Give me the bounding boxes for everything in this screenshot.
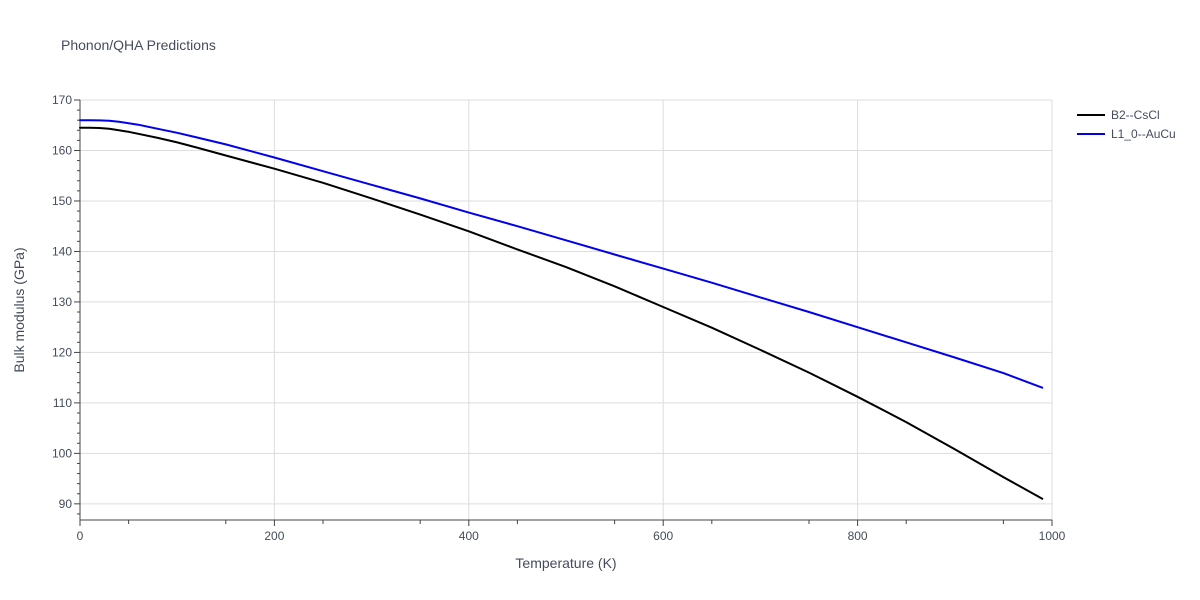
series-line-0[interactable]	[79, 126, 1044, 500]
x-tick-label: 600	[653, 529, 673, 543]
plot-area	[79, 119, 1044, 500]
legend-label: L1_0--AuCu	[1111, 127, 1176, 141]
x-tick-label: 200	[264, 529, 284, 543]
y-tick-label: 90	[59, 497, 73, 511]
x-tick-label: 400	[459, 529, 479, 543]
chart-title: Phonon/QHA Predictions	[61, 37, 216, 53]
y-axis-title: Bulk modulus (GPa)	[11, 247, 27, 372]
grid	[80, 99, 1053, 520]
y-tick-label: 110	[53, 396, 72, 410]
x-tick-label: 0	[77, 529, 84, 543]
series-line-1[interactable]	[79, 119, 1044, 389]
x-tick-label: 1000	[1039, 529, 1066, 543]
axes: 0 200 400 600 800 1000 90 100 110 120 130 140 150 160…	[52, 93, 1066, 543]
legend[interactable]: B2--CsCl L1_0--AuCu	[1077, 108, 1176, 141]
y-tick-label: 140	[52, 244, 72, 258]
y-tick-label: 120	[52, 345, 72, 359]
y-tick-label: 160	[52, 143, 72, 157]
legend-label: B2--CsCl	[1111, 108, 1160, 122]
legend-item-1[interactable]: L1_0--AuCu	[1077, 127, 1176, 141]
x-tick-label: 800	[848, 529, 868, 543]
y-tick-label: 100	[52, 446, 72, 460]
x-axis-title: Temperature (K)	[515, 555, 616, 571]
legend-item-0[interactable]: B2--CsCl	[1077, 108, 1160, 122]
y-tick-label: 150	[52, 194, 72, 208]
y-tick-label: 170	[52, 93, 72, 107]
y-tick-label: 130	[52, 295, 72, 309]
